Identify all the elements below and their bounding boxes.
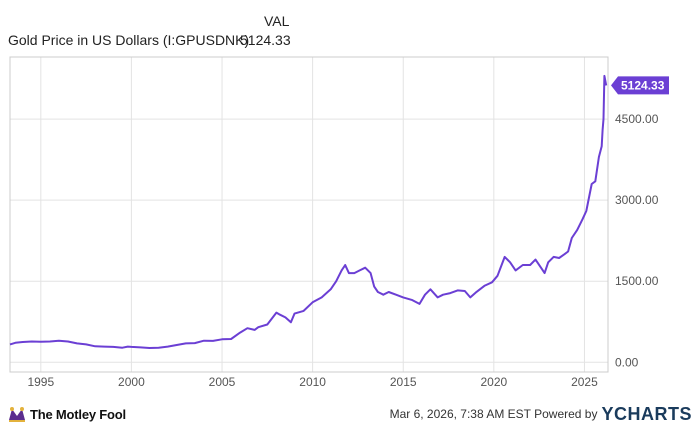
footer-credits: Mar 6, 2026, 7:38 AM EST Powered by YCHA… <box>390 404 692 424</box>
ycharts-logo-y: Y <box>601 403 614 424</box>
last-value-label: 5124.33 <box>621 78 665 92</box>
y-tick-label: 3000.00 <box>615 193 659 207</box>
y-tick-label: 1500.00 <box>615 274 659 288</box>
x-tick-label: 1995 <box>27 375 54 389</box>
motley-fool-logo: The Motley Fool <box>8 404 126 424</box>
legend-series-name: Gold Price in US Dollars (I:GPUSDNK) <box>8 32 250 48</box>
ycharts-logo-text: CHARTS <box>614 403 692 424</box>
x-tick-label: 2020 <box>480 375 507 389</box>
ycharts-logo: YCHARTS <box>601 404 692 425</box>
legend-series-value: 5124.33 <box>240 32 291 48</box>
series-line-gold-price <box>9 74 608 349</box>
legend-column-header: VAL <box>264 13 290 29</box>
last-value-flag: 5124.33 <box>611 76 669 95</box>
jester-hat-icon <box>9 407 25 422</box>
x-tick-label: 2015 <box>390 375 417 389</box>
vertical-gridlines <box>40 57 585 372</box>
footer-timestamp: Mar 6, 2026, 7:38 AM EST Powered by <box>389 407 598 421</box>
motley-fool-wordmark: The Motley Fool <box>30 406 126 422</box>
y-tick-label: 0.00 <box>615 355 639 369</box>
y-tick-label: 4500.00 <box>615 112 659 126</box>
horizontal-gridlines <box>10 118 608 363</box>
last-value-flag-shape <box>611 76 669 95</box>
plot-frame <box>9 56 609 373</box>
x-axis-ticks: 1995 2000 2005 2010 2015 2020 2025 <box>27 375 598 389</box>
y-axis-ticks: 0.00 1500.00 3000.00 4500.00 <box>615 112 659 369</box>
x-tick-label: 2005 <box>209 375 236 389</box>
x-tick-label: 2025 <box>571 375 598 389</box>
x-tick-label: 2000 <box>118 375 145 389</box>
x-tick-label: 2010 <box>299 375 326 389</box>
